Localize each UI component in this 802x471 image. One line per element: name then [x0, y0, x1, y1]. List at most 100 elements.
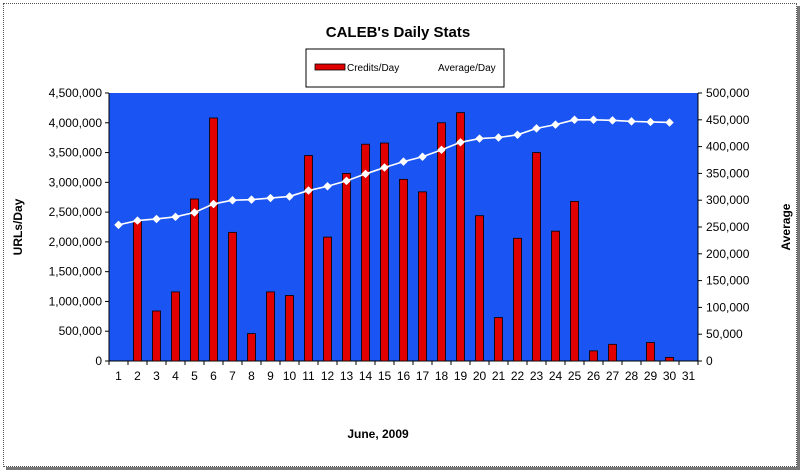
x-tick-label: 17 [416, 369, 430, 383]
bar [646, 342, 655, 362]
average-point [380, 163, 389, 172]
x-tick-label: 21 [492, 369, 506, 383]
bar [171, 291, 180, 362]
y2-tick-label: 0 [706, 354, 713, 368]
x-tick-label: 28 [625, 369, 639, 383]
bar [532, 152, 541, 362]
x-tick-label: 29 [644, 369, 658, 383]
chart-title: CALEB's Daily Stats [326, 24, 470, 41]
legend: Credits/Day Average/Day [305, 48, 505, 88]
y-tick-label: 2,000,000 [49, 235, 103, 249]
y2-tick-label: 50,000 [706, 327, 743, 341]
x-tick-label: 22 [511, 369, 525, 383]
y2-axis-ticks: 0 50,000 100,000 150,000 200,000 250,000 300,0… [698, 86, 750, 368]
bar [152, 310, 161, 362]
y-axis-title: URLs/Day [11, 198, 25, 255]
average-point [418, 152, 427, 162]
x-tick-label: 18 [435, 369, 449, 383]
average-point [228, 195, 237, 205]
average-point [475, 134, 484, 143]
average-point [285, 192, 294, 201]
y-axis-ticks: 0 500,000 1,000,000 1,500,000 2,000,000 2,500… [49, 86, 109, 368]
x-tick-label: 12 [321, 369, 335, 383]
x-tick-label: 9 [267, 369, 274, 383]
x-tick-label: 6 [210, 369, 217, 383]
x-tick-label: 19 [454, 369, 468, 383]
y-tick-label: 500,000 [59, 324, 103, 338]
x-axis-ticks: 1 2 3 4 5 6 7 8 9 10 11 12 13 14 15 16 17 18 19 20 21 22 23 24 2… [108, 361, 699, 383]
bar [361, 143, 370, 362]
y2-tick-label: 350,000 [706, 166, 750, 180]
y2-tick-label: 200,000 [706, 247, 750, 261]
bar [323, 236, 332, 362]
y2-tick-label: 250,000 [706, 220, 750, 234]
x-tick-label: 2 [134, 369, 141, 383]
bar [418, 191, 427, 362]
x-tick-label: 4 [172, 369, 179, 383]
average-point [361, 169, 370, 179]
x-tick-label: 31 [682, 369, 696, 383]
bar [437, 122, 446, 362]
x-tick-label: 10 [283, 369, 297, 383]
x-tick-label: 23 [530, 369, 544, 383]
bar [551, 230, 560, 362]
y2-tick-label: 500,000 [706, 86, 750, 100]
bar [665, 357, 674, 362]
y-tick-label: 1,000,000 [49, 294, 103, 308]
chart-frame: CALEB's Daily Stats Credits/Day Average/… [3, 3, 797, 467]
x-tick-label: 20 [473, 369, 487, 383]
average-point [342, 176, 351, 186]
bar [589, 350, 598, 362]
bar [570, 200, 579, 362]
bar [494, 317, 503, 362]
bar [266, 291, 275, 362]
average-point [152, 214, 161, 224]
x-tick-label: 13 [340, 369, 354, 383]
bar [285, 295, 294, 362]
average-point [437, 145, 446, 155]
average-point [399, 157, 408, 166]
bar [608, 343, 617, 362]
x-tick-label: 5 [191, 369, 198, 383]
y2-tick-label: 100,000 [706, 300, 750, 314]
bar [399, 178, 408, 362]
y-tick-label: 0 [95, 354, 102, 368]
bar [209, 117, 218, 362]
x-tick-label: 1 [115, 369, 122, 383]
bar [304, 155, 313, 362]
average-point [247, 195, 256, 204]
average-point [190, 208, 199, 217]
x-tick-label: 7 [229, 369, 236, 383]
x-tick-label: 3 [153, 369, 160, 383]
y2-tick-label: 150,000 [706, 274, 750, 288]
bar [190, 198, 199, 362]
x-tick-label: 27 [606, 369, 620, 383]
x-tick-label: 16 [397, 369, 411, 383]
bar [247, 333, 256, 362]
y-tick-label: 3,500,000 [49, 146, 103, 160]
x-tick-label: 11 [302, 369, 315, 383]
average-point [171, 212, 180, 222]
average-point [209, 199, 218, 209]
x-tick-label: 14 [359, 369, 373, 383]
bar [380, 142, 389, 362]
bar [133, 220, 142, 362]
y-tick-label: 3,000,000 [49, 175, 103, 189]
y-tick-label: 4,000,000 [49, 116, 103, 130]
y2-tick-label: 300,000 [706, 193, 750, 207]
bar [342, 172, 351, 362]
y2-tick-label: 450,000 [706, 113, 750, 127]
x-tick-label: 15 [378, 369, 392, 383]
average-point [456, 138, 465, 147]
bar [513, 237, 522, 362]
y-tick-label: 1,500,000 [49, 265, 103, 279]
x-tick-label: 30 [663, 369, 677, 383]
y2-tick-label: 400,000 [706, 140, 750, 154]
chart-svg: CALEB's Daily Stats Credits/Day Average/… [11, 24, 793, 441]
x-tick-label: 26 [587, 369, 601, 383]
y-tick-label: 2,500,000 [49, 205, 103, 219]
bar [475, 215, 484, 362]
bar [228, 231, 237, 362]
legend-label-average: Average/Day [438, 63, 496, 74]
y2-axis-title: Average [779, 203, 793, 250]
